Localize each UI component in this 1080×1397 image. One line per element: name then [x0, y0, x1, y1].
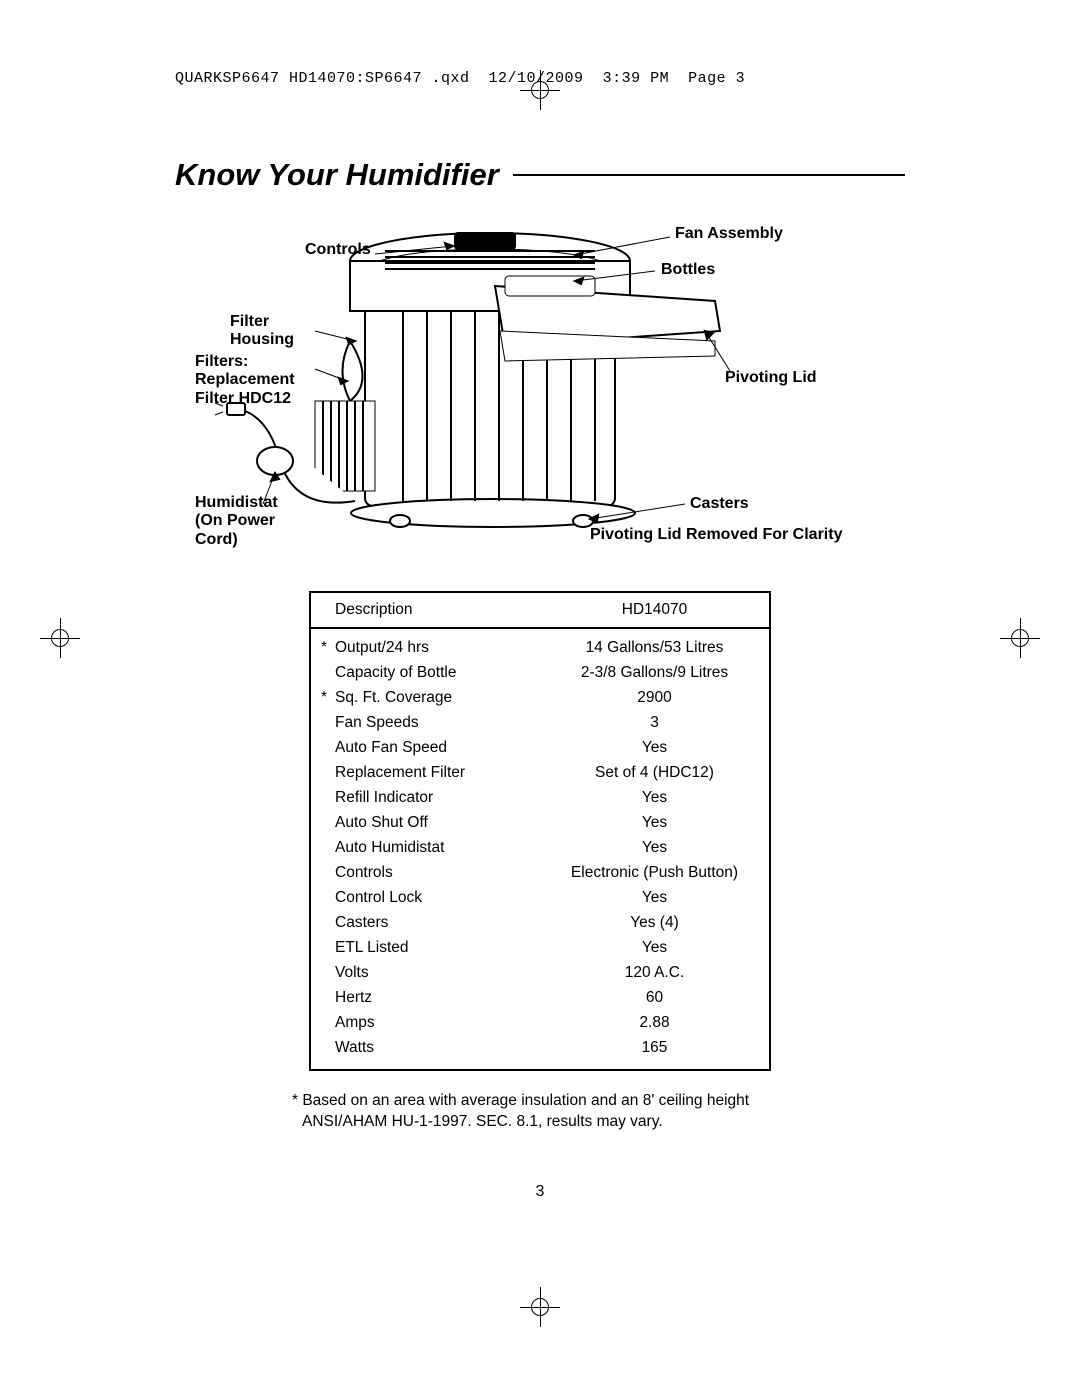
spec-value: Set of 4 (HDC12) [540, 761, 770, 786]
spec-description: Auto Shut Off [310, 811, 540, 836]
table-row: Control LockYes [310, 886, 770, 911]
spec-value: 165 [540, 1036, 770, 1071]
table-row: Watts165 [310, 1036, 770, 1071]
spec-description: Replacement Filter [310, 761, 540, 786]
table-row: Volts120 A.C. [310, 961, 770, 986]
spec-description: Casters [310, 911, 540, 936]
label-fan-assembly: Fan Assembly [675, 225, 783, 243]
label-humidistat: Humidistat (On Power Cord) [195, 494, 278, 549]
spec-value: Yes [540, 786, 770, 811]
table-row: Capacity of Bottle2-3/8 Gallons/9 Litres [310, 661, 770, 686]
footnote: * Based on an area with average insulati… [290, 1091, 790, 1133]
label-controls: Controls [305, 241, 371, 259]
spec-description: Volts [310, 961, 540, 986]
title-rule [513, 174, 905, 176]
col-header-description: Description [310, 592, 540, 628]
spec-value: 120 A.C. [540, 961, 770, 986]
label-filters: Filters: Replacement Filter HDC12 [195, 353, 295, 408]
table-header-row: Description HD14070 [310, 592, 770, 628]
page-title: Know Your Humidifier [175, 157, 499, 193]
table-row: Amps2.88 [310, 1011, 770, 1036]
spec-description: ETL Listed [310, 936, 540, 961]
spec-description: Hertz [310, 986, 540, 1011]
table-row: Output/24 hrs14 Gallons/53 Litres [310, 628, 770, 661]
spec-value: Yes (4) [540, 911, 770, 936]
spec-value: Yes [540, 736, 770, 761]
crop-mark-left [40, 618, 80, 658]
label-bottles: Bottles [661, 261, 715, 279]
table-row: ETL ListedYes [310, 936, 770, 961]
table-row: Hertz60 [310, 986, 770, 1011]
table-row: Fan Speeds3 [310, 711, 770, 736]
spec-value: 3 [540, 711, 770, 736]
label-filter-housing: Filter Housing [230, 313, 294, 350]
crop-mark-bottom [520, 1287, 560, 1327]
diagram-caption: Pivoting Lid Removed For Clarity [590, 526, 842, 544]
table-row: Refill IndicatorYes [310, 786, 770, 811]
label-casters: Casters [690, 495, 749, 513]
spec-value: 14 Gallons/53 Litres [540, 628, 770, 661]
title-row: Know Your Humidifier [175, 157, 905, 193]
crop-mark-right [1000, 618, 1040, 658]
spec-description: Auto Humidistat [310, 836, 540, 861]
table-row: Auto HumidistatYes [310, 836, 770, 861]
spec-description: Control Lock [310, 886, 540, 911]
spec-value: 2.88 [540, 1011, 770, 1036]
spec-value: Electronic (Push Button) [540, 861, 770, 886]
table-row: Replacement FilterSet of 4 (HDC12) [310, 761, 770, 786]
spec-value: Yes [540, 836, 770, 861]
table-row: Sq. Ft. Coverage2900 [310, 686, 770, 711]
spec-description: Watts [310, 1036, 540, 1071]
spec-description: Refill Indicator [310, 786, 540, 811]
page-number: 3 [175, 1183, 905, 1201]
label-pivoting-lid: Pivoting Lid [725, 369, 817, 387]
spec-value: 2900 [540, 686, 770, 711]
spec-value: 60 [540, 986, 770, 1011]
print-header: QUARKSP6647 HD14070:SP6647 .qxd 12/10/20… [175, 70, 905, 87]
spec-value: Yes [540, 886, 770, 911]
spec-description: Fan Speeds [310, 711, 540, 736]
table-row: CastersYes (4) [310, 911, 770, 936]
spec-description: Amps [310, 1011, 540, 1036]
spec-description: Auto Fan Speed [310, 736, 540, 761]
col-header-model: HD14070 [540, 592, 770, 628]
table-row: Auto Shut OffYes [310, 811, 770, 836]
spec-description: Sq. Ft. Coverage [310, 686, 540, 711]
spec-description: Controls [310, 861, 540, 886]
spec-table: Description HD14070 Output/24 hrs14 Gall… [309, 591, 771, 1071]
spec-description: Output/24 hrs [310, 628, 540, 661]
spec-value: 2-3/8 Gallons/9 Litres [540, 661, 770, 686]
spec-description: Capacity of Bottle [310, 661, 540, 686]
spec-value: Yes [540, 936, 770, 961]
spec-value: Yes [540, 811, 770, 836]
table-row: ControlsElectronic (Push Button) [310, 861, 770, 886]
humidifier-diagram: Controls Filter Housing Filters: Replace… [175, 211, 905, 561]
table-row: Auto Fan SpeedYes [310, 736, 770, 761]
